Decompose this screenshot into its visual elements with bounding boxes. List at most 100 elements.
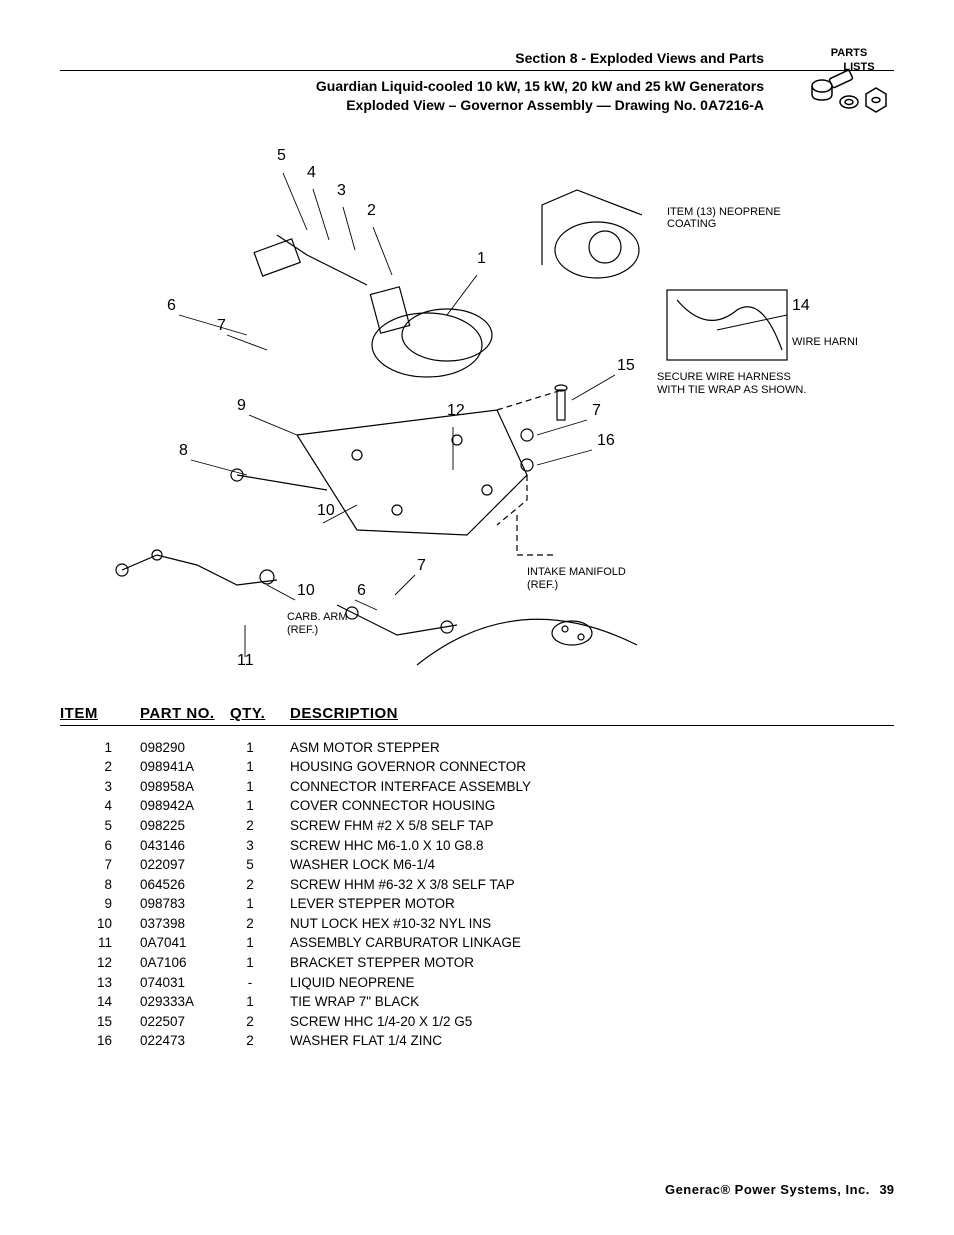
cell-item: 10 bbox=[60, 914, 140, 934]
cell-qty: 1 bbox=[230, 757, 290, 777]
cell-part: 029333A bbox=[140, 992, 230, 1012]
leader-line bbox=[447, 275, 477, 315]
logo-text-top: PARTS bbox=[831, 47, 867, 59]
cell-item: 12 bbox=[60, 953, 140, 973]
table-header-row: ITEM PART NO. QTY. DESCRIPTION bbox=[60, 705, 894, 726]
table-row: 120A71061BRACKET STEPPER MOTOR bbox=[60, 953, 894, 973]
doc-title-2: Exploded View – Governor Assembly — Draw… bbox=[60, 96, 894, 115]
callout-number: 1 bbox=[477, 250, 486, 267]
cell-part: 098290 bbox=[140, 738, 230, 758]
cell-desc: NUT LOCK HEX #10-32 NYL INS bbox=[290, 914, 894, 934]
cell-desc: TIE WRAP 7" BLACK bbox=[290, 992, 894, 1012]
diagram-label: CARB. ARM bbox=[287, 611, 348, 623]
callout-number: 2 bbox=[367, 202, 376, 219]
table-row: 3098958A1CONNECTOR INTERFACE ASSEMBLY bbox=[60, 777, 894, 797]
cell-desc: COVER CONNECTOR HOUSING bbox=[290, 796, 894, 816]
callout-number: 7 bbox=[417, 557, 426, 574]
table-row: 80645262SCREW HHM #6-32 X 3/8 SELF TAP bbox=[60, 875, 894, 895]
table-row: 4098942A1COVER CONNECTOR HOUSING bbox=[60, 796, 894, 816]
callout-number: 9 bbox=[237, 397, 246, 414]
cell-qty: 1 bbox=[230, 738, 290, 758]
table-row: 90987831LEVER STEPPER MOTOR bbox=[60, 894, 894, 914]
callout-number: 14 bbox=[792, 297, 810, 314]
cell-qty: 1 bbox=[230, 953, 290, 973]
callout-number: 15 bbox=[617, 357, 635, 374]
table-row: 110A70411ASSEMBLY CARBURATOR LINKAGE bbox=[60, 933, 894, 953]
th-desc: DESCRIPTION bbox=[290, 705, 894, 722]
cell-desc: CONNECTOR INTERFACE ASSEMBLY bbox=[290, 777, 894, 797]
leader-line bbox=[717, 315, 787, 330]
cell-item: 4 bbox=[60, 796, 140, 816]
cell-part: 0A7041 bbox=[140, 933, 230, 953]
cell-qty: 1 bbox=[230, 777, 290, 797]
cell-part: 098225 bbox=[140, 816, 230, 836]
cell-desc: WASHER FLAT 1/4 ZINC bbox=[290, 1031, 894, 1051]
cell-part: 022097 bbox=[140, 855, 230, 875]
cell-part: 022507 bbox=[140, 1012, 230, 1032]
leader-line bbox=[283, 173, 307, 230]
cell-qty: 1 bbox=[230, 992, 290, 1012]
callout-number: 7 bbox=[217, 317, 226, 334]
leader-line bbox=[249, 415, 297, 435]
cell-desc: LIQUID NEOPRENE bbox=[290, 973, 894, 993]
leader-line bbox=[355, 600, 377, 610]
section-title: Section 8 - Exploded Views and Parts bbox=[60, 50, 894, 71]
cell-desc: ASSEMBLY CARBURATOR LINKAGE bbox=[290, 933, 894, 953]
cell-qty: 2 bbox=[230, 914, 290, 934]
leader-line bbox=[227, 335, 267, 350]
diagram-label: SECURE WIRE HARNESS bbox=[657, 371, 791, 383]
cell-item: 16 bbox=[60, 1031, 140, 1051]
cell-desc: WASHER LOCK M6-1/4 bbox=[290, 855, 894, 875]
cell-qty: 2 bbox=[230, 875, 290, 895]
leader-line bbox=[313, 189, 329, 240]
cell-part: 098941A bbox=[140, 757, 230, 777]
th-qty: QTY. bbox=[230, 705, 290, 722]
table-row: 150225072SCREW HHC 1/4-20 X 1/2 G5 bbox=[60, 1012, 894, 1032]
cell-part: 043146 bbox=[140, 836, 230, 856]
cell-part: 098783 bbox=[140, 894, 230, 914]
cell-item: 13 bbox=[60, 973, 140, 993]
callout-number: 7 bbox=[592, 402, 601, 419]
leader-line bbox=[267, 585, 295, 600]
cell-qty: 1 bbox=[230, 894, 290, 914]
parts-table: 10982901ASM MOTOR STEPPER2098941A1HOUSIN… bbox=[60, 738, 894, 1051]
cell-qty: 2 bbox=[230, 1031, 290, 1051]
table-row: 160224732WASHER FLAT 1/4 ZINC bbox=[60, 1031, 894, 1051]
callout-number: 11 bbox=[237, 652, 254, 669]
page-footer: Generac® Power Systems, Inc. 39 bbox=[665, 1182, 894, 1197]
cell-qty: 3 bbox=[230, 836, 290, 856]
cell-desc: BRACKET STEPPER MOTOR bbox=[290, 953, 894, 973]
diagram-label: WIRE HARNESS bbox=[792, 336, 857, 348]
cell-desc: ASM MOTOR STEPPER bbox=[290, 738, 894, 758]
cell-part: 098942A bbox=[140, 796, 230, 816]
cell-qty: 1 bbox=[230, 796, 290, 816]
leader-line bbox=[537, 420, 587, 435]
cell-item: 15 bbox=[60, 1012, 140, 1032]
cell-part: 098958A bbox=[140, 777, 230, 797]
cell-part: 037398 bbox=[140, 914, 230, 934]
cell-desc: SCREW HHC 1/4-20 X 1/2 G5 bbox=[290, 1012, 894, 1032]
callout-number: 4 bbox=[307, 164, 316, 181]
table-row: 70220975WASHER LOCK M6-1/4 bbox=[60, 855, 894, 875]
diagram-label: (REF.) bbox=[287, 624, 318, 636]
cell-desc: SCREW FHM #2 X 5/8 SELF TAP bbox=[290, 816, 894, 836]
leader-line bbox=[191, 460, 247, 475]
diagram-label: WITH TIE WRAP AS SHOWN. bbox=[657, 384, 806, 396]
diagram-label: ITEM (13) NEOPRENE bbox=[667, 206, 781, 218]
cell-item: 7 bbox=[60, 855, 140, 875]
cell-item: 14 bbox=[60, 992, 140, 1012]
table-row: 2098941A1HOUSING GOVERNOR CONNECTOR bbox=[60, 757, 894, 777]
cell-qty: 1 bbox=[230, 933, 290, 953]
diagram-label: (REF.) bbox=[527, 579, 558, 591]
cell-item: 9 bbox=[60, 894, 140, 914]
table-row: 14029333A1TIE WRAP 7" BLACK bbox=[60, 992, 894, 1012]
logo-text-bottom: LISTS bbox=[843, 61, 874, 73]
cell-item: 6 bbox=[60, 836, 140, 856]
callout-number: 6 bbox=[167, 297, 176, 314]
diagram-label: COATING bbox=[667, 218, 716, 230]
callout-number: 3 bbox=[337, 182, 346, 199]
page-header: Section 8 - Exploded Views and Parts Gua… bbox=[60, 50, 894, 115]
doc-title-1: Guardian Liquid-cooled 10 kW, 15 kW, 20 … bbox=[60, 77, 894, 96]
table-row: 50982252SCREW FHM #2 X 5/8 SELF TAP bbox=[60, 816, 894, 836]
cell-part: 064526 bbox=[140, 875, 230, 895]
